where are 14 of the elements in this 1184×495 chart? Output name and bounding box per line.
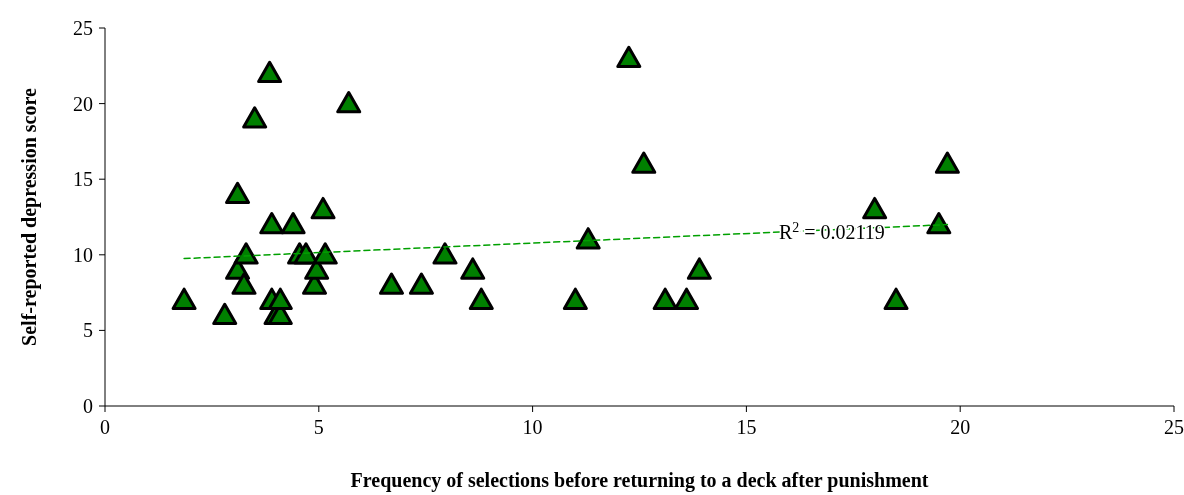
- x-axis-title: Frequency of selections before returning to a deck after punishment: [350, 469, 929, 492]
- x-tick-label: 10: [522, 416, 543, 438]
- y-tick-label: 20: [73, 92, 93, 115]
- y-axis-title: Self-reported depression score: [18, 88, 41, 346]
- y-tick-label: 15: [73, 168, 93, 191]
- y-tick-label: 5: [83, 319, 93, 342]
- x-tick-label: 5: [313, 416, 324, 438]
- x-tick-label: 15: [736, 416, 757, 438]
- y-tick-label: 0: [83, 395, 93, 417]
- y-tick-label: 10: [73, 243, 93, 266]
- x-tick-label: 0: [100, 416, 110, 438]
- x-tick-label: 20: [950, 416, 971, 438]
- x-tick-label: 25: [1164, 416, 1184, 438]
- y-tick-label: 25: [73, 17, 93, 39]
